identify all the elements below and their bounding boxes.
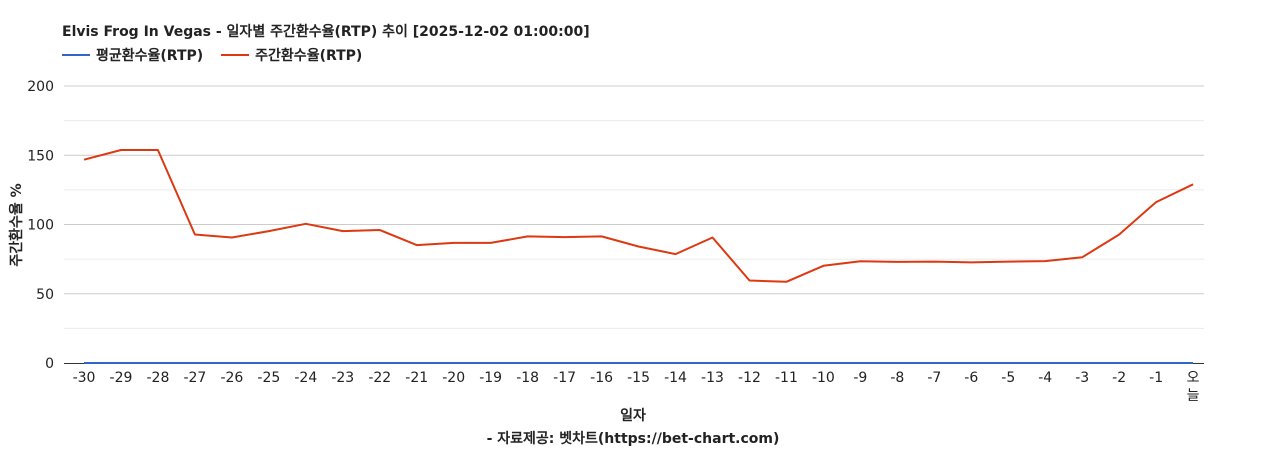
chart-title: Elvis Frog In Vegas - 일자별 주간환수율(RTP) 추이 … <box>62 24 590 40</box>
x-tick-label: -28 <box>147 370 170 386</box>
x-tick-label: -25 <box>257 370 280 386</box>
x-tick-label: -20 <box>442 370 465 386</box>
x-tick-label: -24 <box>294 370 317 386</box>
x-tick-label: -16 <box>590 370 613 386</box>
legend-label-average: 평균환수율(RTP) <box>96 48 204 64</box>
x-tick-label: -6 <box>964 370 978 386</box>
x-tick-label: -10 <box>812 370 835 386</box>
x-tick-label: -27 <box>183 370 206 386</box>
x-tick-label: -19 <box>479 370 502 386</box>
y-tick-label: 200 <box>27 79 54 95</box>
x-tick-label: -29 <box>110 370 133 386</box>
x-tick-label: -18 <box>516 370 539 386</box>
legend-swatch-weekly <box>221 54 250 56</box>
x-tick-label: 늘 <box>1187 388 1200 404</box>
x-tick-label: -7 <box>927 370 941 386</box>
x-tick-label: -3 <box>1075 370 1089 386</box>
x-tick-label: -13 <box>701 370 724 386</box>
series-line-weekly <box>83 149 1194 283</box>
legend-item-average[interactable]: 평균환수율(RTP) <box>62 45 203 65</box>
x-tick-label: -17 <box>553 370 576 386</box>
x-tick-label: -14 <box>664 370 687 386</box>
x-tick-label: -30 <box>73 370 96 386</box>
legend-swatch-average <box>62 54 90 56</box>
y-tick-label: 100 <box>27 218 54 234</box>
x-tick-label: -9 <box>853 370 867 386</box>
x-tick-label: -22 <box>368 370 391 386</box>
y-tick-label: 0 <box>45 356 54 372</box>
x-tick-label: -4 <box>1038 370 1052 386</box>
y-tick-label: 50 <box>36 287 54 303</box>
x-tick-label: -8 <box>890 370 904 386</box>
x-tick-label: -23 <box>331 370 354 386</box>
x-tick-label: -5 <box>1001 370 1015 386</box>
legend-label-weekly: 주간환수율(RTP) <box>255 48 363 64</box>
source-credit: - 자료제공: 벳차트(https://bet-chart.com) <box>486 431 780 447</box>
x-tick-label: -15 <box>627 370 650 386</box>
y-axis-label: 주간환수율 % <box>9 183 25 267</box>
x-tick-label: 오 <box>1187 370 1200 386</box>
x-tick-label: -21 <box>405 370 428 386</box>
x-tick-label: -1 <box>1149 370 1163 386</box>
x-tick-label: -11 <box>775 370 798 386</box>
x-axis-label: 일자 <box>620 408 646 424</box>
x-tick-label: -26 <box>220 370 243 386</box>
legend-item-weekly[interactable]: 주간환수율(RTP) <box>221 45 362 65</box>
y-tick-label: 150 <box>27 148 54 164</box>
legend: 평균환수율(RTP) 주간환수율(RTP) <box>62 45 362 65</box>
x-tick-label: -12 <box>738 370 761 386</box>
x-tick-label: -2 <box>1112 370 1126 386</box>
